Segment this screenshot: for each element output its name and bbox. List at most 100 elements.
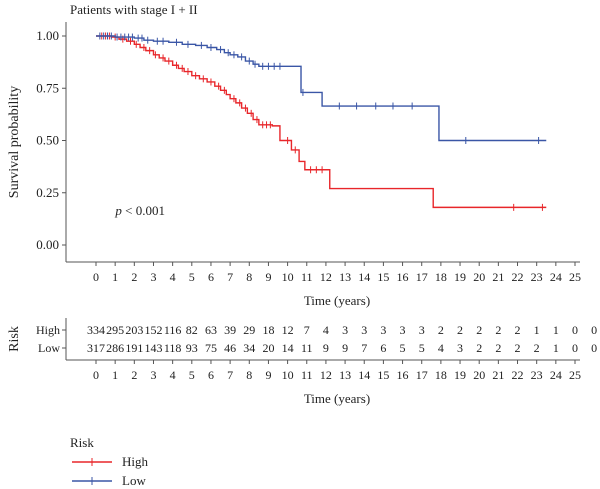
x-tick-label: 17 — [416, 270, 428, 284]
x-tick-label: 7 — [227, 270, 233, 284]
risk-x-tick-label: 24 — [550, 368, 562, 382]
risk-count: 2 — [515, 323, 521, 337]
x-tick-label: 15 — [377, 270, 389, 284]
risk-count: 34 — [243, 341, 255, 355]
legend-items: High Low — [72, 454, 149, 488]
risk-table-title: Risk — [7, 326, 22, 352]
risk-x-tick-label: 14 — [358, 368, 370, 382]
risk-x-tick-label: 13 — [339, 368, 351, 382]
risk-count: 0 — [591, 323, 597, 337]
risk-x-tick-label: 16 — [397, 368, 409, 382]
x-ticks: 0 1 2 3 4 5 6 7 8 9 10 11 12 13 14 15 16 17 18 19 20 21 22 23 24… — [93, 262, 581, 284]
risk-count: 118 — [164, 341, 182, 355]
x-tick-label: 6 — [208, 270, 214, 284]
risk-count: 7 — [361, 341, 367, 355]
risk-count: 1 — [534, 323, 540, 337]
risk-count: 3 — [361, 323, 367, 337]
x-tick-label: 20 — [473, 270, 485, 284]
y-tick-label: 0.25 — [36, 185, 59, 200]
risk-x-tick-label: 20 — [473, 368, 485, 382]
x-axis-label: Time (years) — [304, 293, 370, 308]
risk-x-tick-label: 11 — [301, 368, 313, 382]
risk-count: 3 — [342, 323, 348, 337]
risk-row-label-high: High — [36, 323, 60, 337]
survival-curve-high — [96, 35, 547, 209]
y-tick-label: 1.00 — [36, 28, 59, 43]
risk-count: 82 — [186, 323, 198, 337]
risk-count: 2 — [457, 323, 463, 337]
x-tick-label: 13 — [339, 270, 351, 284]
x-tick-label: 14 — [358, 270, 370, 284]
risk-x-tick-label: 12 — [320, 368, 332, 382]
risk-count: 2 — [495, 323, 501, 337]
x-tick-label: 10 — [282, 270, 294, 284]
x-tick-label: 16 — [397, 270, 409, 284]
x-tick-label: 12 — [320, 270, 332, 284]
risk-x-tick-label: 4 — [170, 368, 176, 382]
risk-count: 7 — [304, 323, 310, 337]
risk-count: 334 — [87, 323, 105, 337]
risk-x-tick-label: 25 — [569, 368, 581, 382]
risk-x-tick-label: 5 — [189, 368, 195, 382]
x-tick-label: 5 — [189, 270, 195, 284]
risk-count: 2 — [438, 323, 444, 337]
survival-curve-low — [96, 35, 547, 142]
risk-count: 317 — [87, 341, 105, 355]
risk-count: 63 — [205, 323, 217, 337]
risk-count: 295 — [106, 323, 124, 337]
risk-count: 0 — [591, 341, 597, 355]
risk-count: 0 — [572, 323, 578, 337]
y-ticks: 0.00 0.25 0.50 0.75 1.00 — [36, 28, 66, 252]
x-tick-label: 2 — [131, 270, 137, 284]
x-tick-label: 23 — [531, 270, 543, 284]
risk-x-tick-label: 1 — [112, 368, 118, 382]
risk-row-label-low: Low — [38, 341, 60, 355]
x-tick-label: 0 — [93, 270, 99, 284]
risk-count: 75 — [205, 341, 217, 355]
risk-x-tick-label: 15 — [377, 368, 389, 382]
legend-title: Risk — [70, 435, 94, 450]
y-tick-label: 0.75 — [36, 80, 59, 95]
risk-x-tick-label: 9 — [265, 368, 271, 382]
risk-count: 3 — [419, 323, 425, 337]
risk-count: 2 — [476, 341, 482, 355]
risk-count: 5 — [419, 341, 425, 355]
x-tick-label: 21 — [492, 270, 504, 284]
risk-count: 143 — [144, 341, 162, 355]
risk-count: 2 — [534, 341, 540, 355]
risk-count: 191 — [125, 341, 143, 355]
risk-count: 9 — [342, 341, 348, 355]
risk-x-tick-label: 0 — [93, 368, 99, 382]
risk-x-tick-label: 22 — [512, 368, 524, 382]
risk-count: 93 — [186, 341, 198, 355]
risk-x-tick-label: 8 — [246, 368, 252, 382]
risk-count: 3 — [400, 323, 406, 337]
risk-count: 0 — [572, 341, 578, 355]
risk-count: 1 — [553, 323, 559, 337]
x-tick-label: 3 — [150, 270, 156, 284]
risk-count: 4 — [323, 323, 329, 337]
km-plot: Patients with stage I + II Survival prob… — [7, 2, 581, 308]
x-tick-label: 11 — [301, 270, 313, 284]
x-tick-label: 9 — [265, 270, 271, 284]
chart-title: Patients with stage I + II — [70, 2, 198, 17]
risk-x-tick-label: 17 — [416, 368, 428, 382]
risk-count: 12 — [282, 323, 294, 337]
x-tick-label: 1 — [112, 270, 118, 284]
legend-label-high: High — [122, 454, 149, 469]
risk-x-tick-label: 6 — [208, 368, 214, 382]
risk-count: 1 — [553, 341, 559, 355]
risk-count: 20 — [262, 341, 274, 355]
y-tick-label: 0.50 — [36, 133, 59, 148]
risk-count: 18 — [262, 323, 274, 337]
risk-rows: High 334 295 203 152 116 82 63 39 29 18 12 7 4 3 3 3 3 3 2 2… — [36, 323, 597, 355]
legend: Risk High Low — [70, 435, 149, 488]
risk-count: 2 — [515, 341, 521, 355]
risk-x-tick-label: 7 — [227, 368, 233, 382]
risk-table: Risk High 334 295 203 152 116 82 63 39 29 18 12 7 4 3 3… — [7, 318, 597, 406]
risk-count: 5 — [400, 341, 406, 355]
p-value-p: p — [114, 203, 122, 218]
risk-count: 3 — [457, 341, 463, 355]
p-value-rest: < 0.001 — [122, 203, 165, 218]
